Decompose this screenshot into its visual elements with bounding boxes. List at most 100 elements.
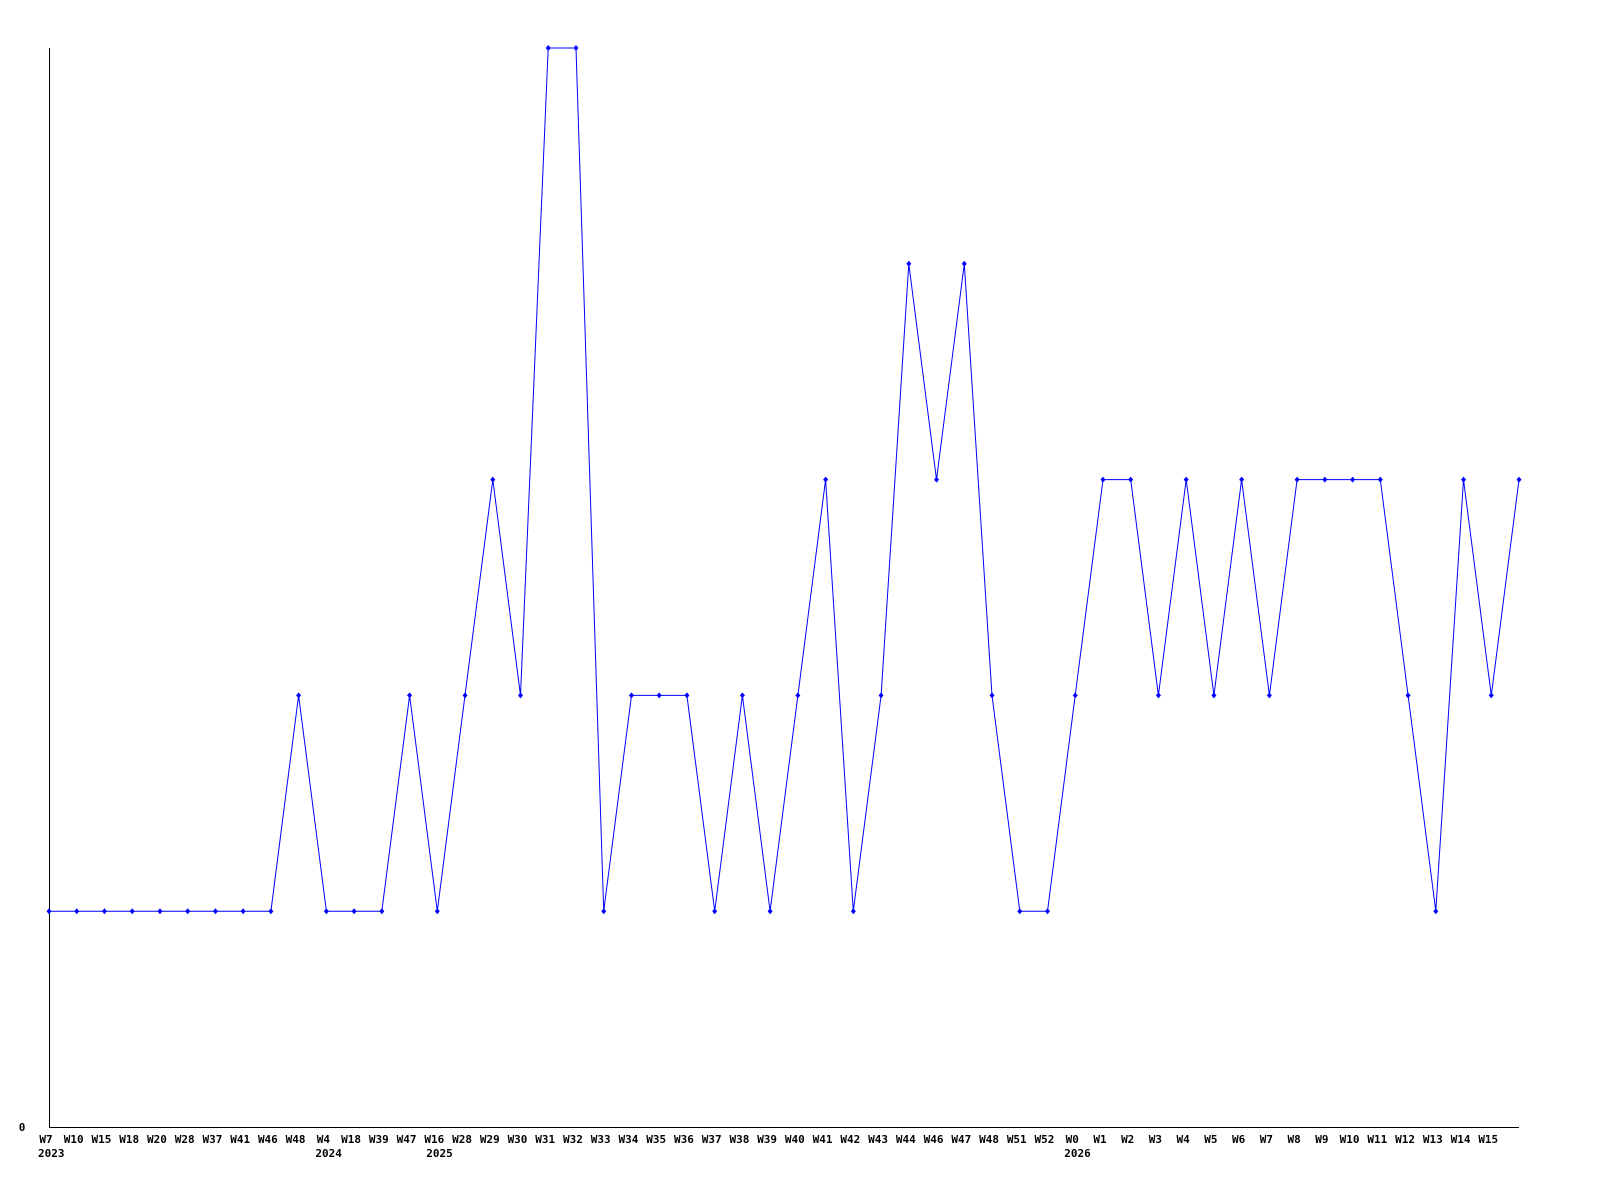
x-tick-label: W30 bbox=[508, 1133, 528, 1146]
x-tick-labels: W7 W10 W15 W18 W20 W28 W37 W41 W46 W48 W4 W18 W39 W47… bbox=[39, 1133, 1498, 1146]
data-point bbox=[185, 908, 191, 915]
x-tick-label: W47 bbox=[397, 1133, 417, 1146]
x-tick-label: W43 bbox=[868, 1133, 888, 1146]
x-tick-label: W18 bbox=[341, 1133, 361, 1146]
data-point bbox=[379, 908, 385, 915]
data-point bbox=[712, 908, 718, 915]
x-tick-label: W15 bbox=[92, 1133, 112, 1146]
data-point bbox=[351, 908, 357, 915]
data-point bbox=[1266, 692, 1272, 699]
x-tick-label: W37 bbox=[702, 1133, 722, 1146]
data-point bbox=[628, 692, 634, 699]
data-point bbox=[1183, 476, 1189, 483]
x-tick-label: W10 bbox=[1340, 1133, 1360, 1146]
x-tick-label: W7 bbox=[39, 1133, 52, 1146]
data-point bbox=[46, 908, 52, 915]
data-point bbox=[1377, 476, 1383, 483]
x-tick-label: W29 bbox=[480, 1133, 500, 1146]
data-point bbox=[323, 908, 329, 915]
data-point bbox=[1100, 476, 1106, 483]
data-point bbox=[989, 692, 995, 699]
data-point bbox=[268, 908, 274, 915]
x-tick-label: W2 bbox=[1121, 1133, 1134, 1146]
x-tick-label: W39 bbox=[757, 1133, 777, 1146]
data-point bbox=[1155, 692, 1161, 699]
data-point bbox=[1294, 476, 1300, 483]
x-tick-label: W48 bbox=[286, 1133, 306, 1146]
x-tick-label: W46 bbox=[924, 1133, 944, 1146]
x-tick-label: W52 bbox=[1035, 1133, 1055, 1146]
data-point bbox=[1239, 476, 1245, 483]
x-tick-label: W51 bbox=[1007, 1133, 1027, 1146]
data-point bbox=[1322, 476, 1328, 483]
year-label: 2026 bbox=[1064, 1147, 1091, 1160]
data-point bbox=[878, 692, 884, 699]
data-point bbox=[961, 260, 967, 267]
x-tick-label: W7 bbox=[1260, 1133, 1273, 1146]
x-tick-label: W13 bbox=[1423, 1133, 1443, 1146]
x-tick-label: W6 bbox=[1232, 1133, 1246, 1146]
data-point bbox=[656, 692, 662, 699]
x-tick-label: W35 bbox=[646, 1133, 666, 1146]
data-point bbox=[1350, 476, 1356, 483]
data-point bbox=[1488, 692, 1494, 699]
x-tick-label: W33 bbox=[591, 1133, 611, 1146]
x-tick-label: W36 bbox=[674, 1133, 694, 1146]
data-point bbox=[795, 692, 801, 699]
data-point bbox=[767, 908, 773, 915]
series bbox=[46, 45, 1522, 915]
x-tick-label: W14 bbox=[1451, 1133, 1471, 1146]
x-tick-label: W41 bbox=[813, 1133, 833, 1146]
data-point bbox=[1433, 908, 1439, 915]
data-point bbox=[490, 476, 496, 483]
x-tick-label: W40 bbox=[785, 1133, 805, 1146]
data-point bbox=[1128, 476, 1134, 483]
x-tick-label: W38 bbox=[729, 1133, 749, 1146]
x-tick-label: W4 bbox=[1177, 1133, 1191, 1146]
x-tick-label: W12 bbox=[1395, 1133, 1415, 1146]
data-point bbox=[1211, 692, 1217, 699]
data-point bbox=[906, 260, 912, 267]
x-tick-label: W10 bbox=[64, 1133, 84, 1146]
x-tick-label: W48 bbox=[979, 1133, 999, 1146]
data-point bbox=[1044, 908, 1050, 915]
x-tick-label: W5 bbox=[1204, 1133, 1217, 1146]
year-label: 2023 bbox=[38, 1147, 65, 1160]
x-tick-label: W31 bbox=[535, 1133, 555, 1146]
x-tick-label: W1 bbox=[1093, 1133, 1107, 1146]
x-tick-label: W34 bbox=[619, 1133, 639, 1146]
x-tick-label: W9 bbox=[1315, 1133, 1328, 1146]
x-tick-label: W18 bbox=[119, 1133, 139, 1146]
x-tick-label: W11 bbox=[1367, 1133, 1387, 1146]
data-point bbox=[462, 692, 468, 699]
data-point bbox=[1405, 692, 1411, 699]
data-point bbox=[934, 476, 940, 483]
year-labels: 2023 2024 2025 2026 bbox=[38, 1147, 1091, 1160]
year-label: 2024 bbox=[315, 1147, 342, 1160]
data-point bbox=[684, 692, 690, 699]
data-point bbox=[518, 692, 524, 699]
data-point bbox=[573, 45, 579, 51]
x-tick-label: W4 bbox=[317, 1133, 331, 1146]
x-tick-label: W15 bbox=[1478, 1133, 1498, 1146]
data-point bbox=[545, 45, 551, 51]
x-tick-label: W39 bbox=[369, 1133, 389, 1146]
x-tick-label: W47 bbox=[951, 1133, 971, 1146]
series-line bbox=[49, 47, 1520, 912]
x-tick-label: W20 bbox=[147, 1133, 167, 1146]
x-tick-label: W32 bbox=[563, 1133, 583, 1146]
data-point bbox=[101, 908, 107, 915]
x-tick-label: W37 bbox=[202, 1133, 222, 1146]
x-tick-label: W42 bbox=[840, 1133, 860, 1146]
x-tick-label: W16 bbox=[424, 1133, 444, 1146]
data-point bbox=[1516, 476, 1522, 483]
data-point bbox=[74, 908, 80, 915]
year-label: 2025 bbox=[426, 1147, 453, 1160]
x-tick-label: W44 bbox=[896, 1133, 916, 1146]
x-tick-label: W41 bbox=[230, 1133, 250, 1146]
x-tick-label: W28 bbox=[175, 1133, 195, 1146]
data-point bbox=[212, 908, 218, 915]
data-point bbox=[1017, 908, 1023, 915]
x-tick-label: W8 bbox=[1287, 1133, 1300, 1146]
